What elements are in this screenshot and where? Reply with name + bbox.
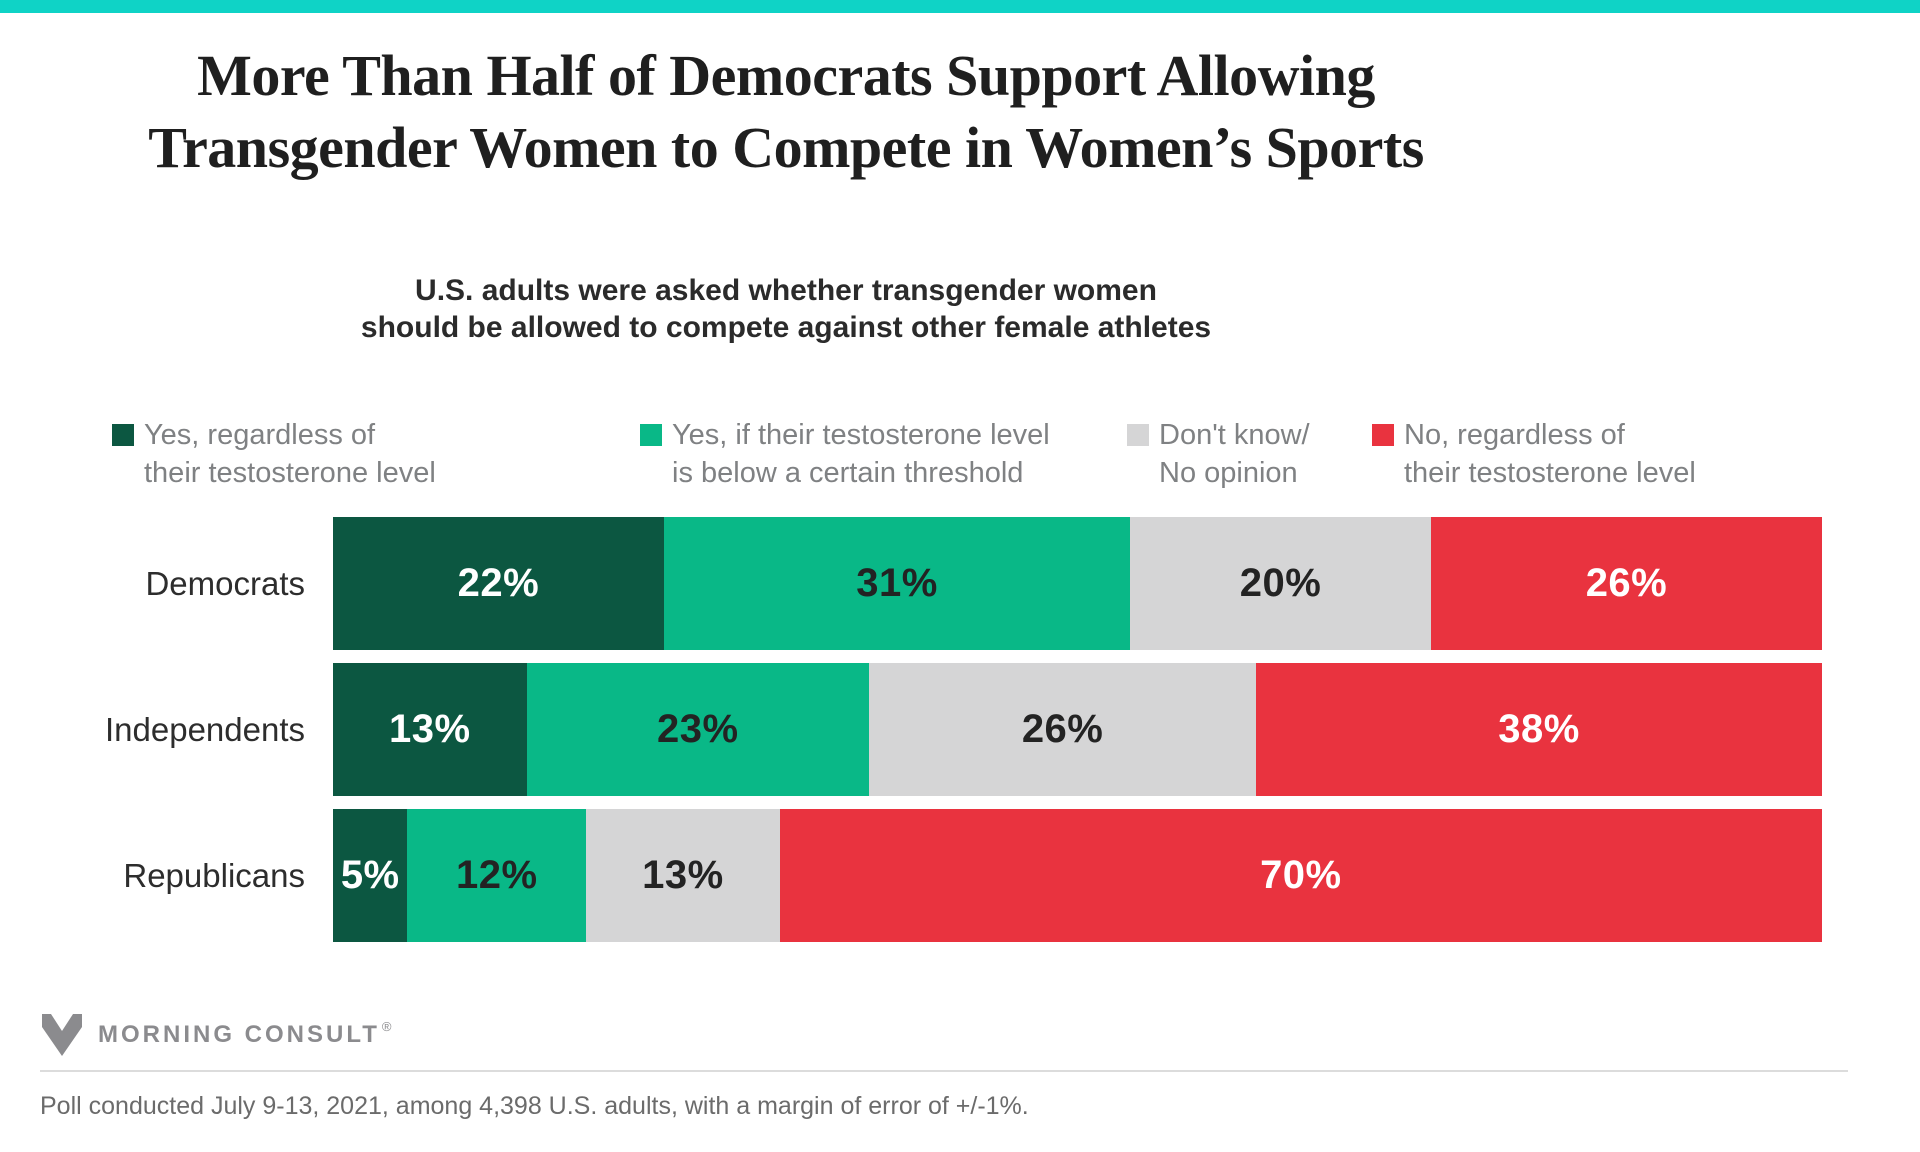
bar-segments-independents: 13% 23% 26% 38% bbox=[333, 663, 1822, 796]
legend-swatch-icon bbox=[1127, 424, 1149, 446]
segment-democrats-don-t-know-no-opinion: 20% bbox=[1130, 517, 1431, 650]
segment-independents-yes-regardless-of-their-: 13% bbox=[333, 663, 527, 796]
segment-value: 26% bbox=[1021, 707, 1104, 751]
page-title: More Than Half of Democrats Support Allo… bbox=[148, 43, 1424, 180]
segment-value: 13% bbox=[642, 853, 724, 897]
legend-label: Yes, regardless of their testosterone le… bbox=[144, 419, 436, 489]
legend-swatch-icon bbox=[640, 424, 662, 446]
segment-value: 20% bbox=[1239, 561, 1322, 605]
bar-row-republicans: Republicans 5% 12% 13% 70% bbox=[0, 809, 1822, 942]
segment-value: 70% bbox=[1260, 853, 1342, 897]
segment-democrats-no-regardless-of-their-t: 26% bbox=[1430, 517, 1822, 650]
morning-consult-logo-icon bbox=[42, 1014, 82, 1056]
brand-lockup: MORNING CONSULT ® bbox=[40, 1012, 391, 1058]
legend-swatch-icon bbox=[1372, 424, 1394, 446]
row-label-independents: Independents bbox=[104, 710, 305, 748]
row-label-republicans: Republicans bbox=[123, 856, 305, 894]
segment-democrats-yes-if-their-testosteron: 31% bbox=[663, 517, 1131, 650]
segment-value: 31% bbox=[856, 561, 938, 605]
segment-value: 5% bbox=[340, 853, 400, 897]
bar-row-democrats: Democrats 22% 31% 20% 26% bbox=[0, 517, 1822, 650]
registered-trademark-mark: ® bbox=[381, 1018, 392, 1034]
legend-label: Yes, if their testosterone level is belo… bbox=[672, 419, 1050, 489]
segment-independents-don-t-know-no-opinion: 26% bbox=[869, 663, 1257, 796]
legend-swatch-icon bbox=[112, 424, 134, 446]
bar-segments-republicans: 5% 12% 13% 70% bbox=[333, 809, 1822, 942]
segment-value: 13% bbox=[389, 707, 471, 751]
stacked-bar-chart: Democrats 22% 31% 20% 26% Independents 13% 23% 2… bbox=[0, 517, 1822, 955]
chart-legend: Yes, regardless of their testosterone le… bbox=[0, 416, 1920, 506]
segment-independents-no-regardless-of-their-t: 38% bbox=[1256, 663, 1822, 796]
segment-republicans-yes-regardless-of-their-: 5% bbox=[333, 809, 408, 942]
segment-value: 26% bbox=[1585, 561, 1668, 605]
page-subtitle: U.S. adults were asked whether transgend… bbox=[360, 274, 1212, 344]
segment-independents-yes-if-their-testosteron: 23% bbox=[526, 663, 870, 796]
segment-value: 38% bbox=[1498, 707, 1580, 751]
brand-name: MORNING CONSULT bbox=[98, 1021, 380, 1048]
top-accent-bar bbox=[0, 0, 1920, 13]
bar-segments-democrats: 22% 31% 20% 26% bbox=[333, 517, 1822, 650]
segment-republicans-don-t-know-no-opinion: 13% bbox=[586, 809, 780, 942]
legend-item-4: No, regardless of their testosterone lev… bbox=[1372, 416, 1696, 492]
segment-republicans-no-regardless-of-their-t: 70% bbox=[779, 809, 1822, 942]
segment-value: 23% bbox=[657, 707, 739, 751]
legend-item-1: Yes, regardless of their testosterone le… bbox=[112, 416, 436, 492]
footer-divider bbox=[40, 1070, 1848, 1072]
bar-row-independents: Independents 13% 23% 26% 38% bbox=[0, 663, 1822, 796]
poll-methodology-note: Poll conducted July 9-13, 2021, among 4,… bbox=[40, 1092, 1029, 1120]
segment-value: 12% bbox=[456, 853, 538, 897]
segment-democrats-yes-regardless-of-their-: 22% bbox=[333, 517, 664, 650]
segment-republicans-yes-if-their-testosteron: 12% bbox=[407, 809, 587, 942]
legend-item-3: Don't know/ No opinion bbox=[1127, 416, 1310, 492]
segment-value: 22% bbox=[457, 561, 540, 605]
legend-item-2: Yes, if their testosterone level is belo… bbox=[640, 416, 1050, 492]
legend-label: Don't know/ No opinion bbox=[1159, 419, 1310, 489]
row-label-democrats: Democrats bbox=[145, 564, 305, 602]
legend-label: No, regardless of their testosterone lev… bbox=[1404, 419, 1696, 489]
